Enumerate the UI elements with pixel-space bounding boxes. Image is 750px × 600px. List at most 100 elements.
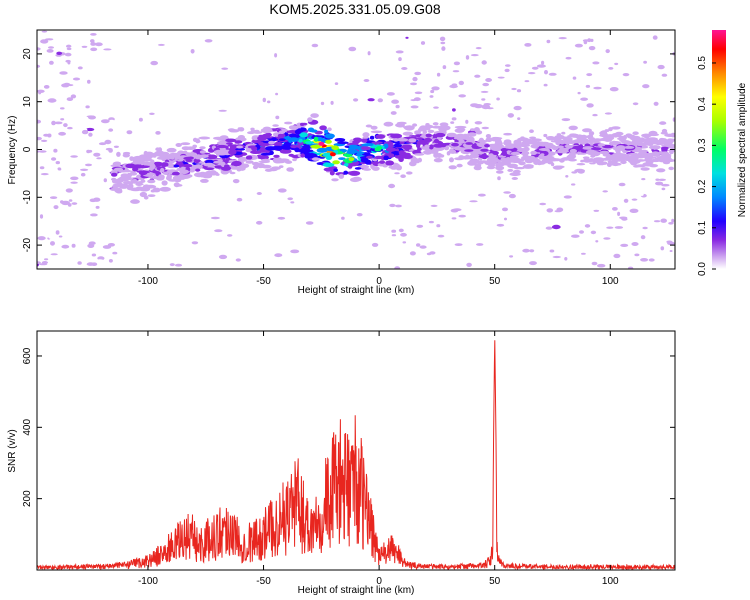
spectrogram-cell: [324, 129, 329, 134]
spectrogram-cell: [49, 196, 58, 200]
spectrogram-cell: [228, 149, 237, 155]
spectrogram-cell: [465, 154, 470, 160]
spectrogram-cell: [331, 145, 339, 150]
spectrogram-cell: [394, 266, 401, 269]
spectrogram-cell: [620, 160, 627, 165]
spectrogram-cell: [390, 111, 397, 115]
spectrogram-cell: [640, 150, 647, 154]
spectrogram-cell: [426, 252, 432, 256]
spectrogram-cell: [91, 100, 97, 105]
spectrogram-cell: [166, 147, 177, 153]
spectrogram-cell: [482, 82, 490, 87]
spectrogram-cell: [56, 51, 63, 55]
spectrogram-cell: [149, 161, 154, 166]
spectrogram-cell: [90, 42, 97, 46]
snr-y-ticks: 200 400 600: [22, 347, 675, 507]
spectrogram-cell: [465, 136, 474, 139]
spectrogram-cell: [200, 178, 209, 183]
spectrogram-cell: [638, 119, 644, 124]
spectrogram-cell: [481, 126, 489, 130]
spectrogram-cell: [430, 89, 435, 94]
spectrogram-cell: [227, 144, 238, 147]
spectrogram-cell: [231, 160, 242, 167]
spectrogram-cell: [510, 151, 521, 156]
spectrogram-cell: [362, 136, 369, 139]
spectrogram-cell: [504, 68, 510, 73]
spectrogram-cell: [422, 130, 427, 134]
spectrogram-cell: [597, 143, 606, 147]
spectrogram-cell: [440, 41, 446, 45]
spectrogram-cell: [323, 167, 334, 172]
spectrogram-cell: [513, 169, 521, 174]
spectrogram-cell: [67, 203, 72, 207]
spectrogram-cell: [616, 145, 626, 151]
spectrogram-cell: [660, 218, 667, 223]
spectrogram-cell: [529, 261, 537, 266]
spectrogram-cell: [261, 164, 272, 169]
spectrogram-cell: [155, 131, 161, 135]
spectrogram-cell: [474, 74, 481, 78]
spectrogram-cell: [539, 202, 547, 206]
spectrogram-cell: [564, 257, 568, 261]
spectrogram-cell: [391, 99, 399, 104]
spectrogram-cell: [560, 136, 567, 140]
spectrogram-cell: [571, 234, 580, 238]
spectrogram-cell: [80, 168, 89, 171]
spectrogram-cell: [50, 241, 55, 246]
spectrogram-cell: [451, 142, 459, 147]
spectrogram-cell: [329, 170, 335, 176]
spectrogram-cell: [192, 137, 198, 142]
spectrogram-cell: [122, 151, 131, 155]
spectrogram-cell: [476, 243, 484, 246]
spectrogram-cell: [360, 157, 369, 163]
spectrogram-cell: [404, 125, 415, 131]
snr-y-label: SNR (v/v): [7, 429, 18, 472]
spectrogram-cell: [555, 165, 565, 169]
spectrogram-cell: [278, 130, 286, 134]
y-tick-label: 400: [22, 419, 33, 436]
spectrogram-cell: [480, 90, 489, 93]
spectrogram-cell: [618, 182, 626, 187]
spectrogram-cell: [398, 228, 404, 233]
spectrogram-cell: [53, 205, 59, 210]
spectrogram-cell: [619, 216, 628, 220]
spectrogram-cell: [659, 138, 668, 144]
spectrogram-cell: [593, 86, 602, 90]
spectrogram-cell: [608, 67, 614, 70]
spectrogram-cell: [287, 197, 294, 201]
spectrogram-cell: [467, 132, 477, 137]
spectrogram-cell: [316, 162, 324, 166]
spectrogram-cell: [361, 138, 368, 143]
spectrogram-cell: [520, 150, 530, 156]
spectrogram-cell: [251, 139, 261, 144]
spectrogram-cell: [310, 144, 321, 149]
spectrogram-cell: [442, 65, 447, 70]
spectrogram-cell: [451, 117, 457, 121]
spectrogram-cell: [555, 161, 560, 164]
spectrogram-cell: [492, 151, 499, 155]
spectrogram-cell: [288, 137, 300, 142]
spectrogram-cell: [639, 38, 645, 43]
spectrogram-cell: [88, 115, 96, 120]
spectrogram-cell: [81, 45, 88, 48]
spectrogram-cell: [607, 136, 615, 141]
spectrogram-cell: [57, 167, 62, 171]
spectrogram-cell: [311, 43, 319, 48]
spectrogram-cell: [130, 199, 140, 204]
spectrogram-cell: [245, 155, 253, 160]
spectrogram-cell: [157, 43, 165, 46]
spectrogram-cell: [653, 101, 659, 106]
spectrogram-cell: [299, 132, 309, 138]
spectrogram-cell: [419, 245, 427, 249]
spectrogram-cell: [648, 145, 661, 150]
spectrogram-cell: [204, 167, 215, 171]
spectrogram-cell: [464, 149, 474, 152]
spectrogram-cell: [274, 253, 283, 258]
spectrogram-cell: [372, 158, 378, 162]
spectrogram-cell: [190, 49, 195, 54]
spectrogram-cell: [401, 154, 413, 159]
spectrogram-cell: [60, 200, 64, 204]
spectrogram-cell: [131, 178, 138, 184]
spectrogram-cell: [600, 132, 609, 138]
spectrogram-cell: [158, 174, 164, 179]
